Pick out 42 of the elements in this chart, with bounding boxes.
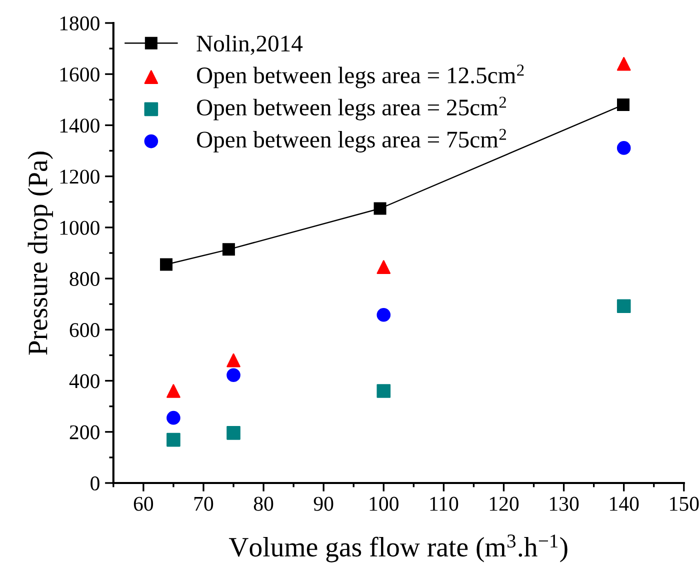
x-tick-label: 150: [670, 496, 699, 511]
point: [616, 98, 630, 112]
x-tick-label: 130: [550, 496, 579, 511]
point: [226, 353, 240, 368]
point: [616, 56, 631, 71]
y-tick-label: 400: [69, 374, 100, 388]
x-tick-label: 110: [430, 496, 458, 511]
point: [160, 258, 172, 271]
x-tick-label: 60: [134, 496, 154, 511]
point: [376, 384, 391, 398]
y-tick-label: 1200: [60, 170, 100, 184]
y-tick-label: 200: [70, 425, 100, 440]
point: [616, 141, 631, 155]
x-tick-label: 140: [610, 496, 639, 511]
x-axis-title: Volume gas flow rate (m$^{3}$.h$^{−1}$): [228, 534, 568, 562]
point: [226, 368, 240, 382]
y-tick-label: 600: [70, 323, 100, 338]
point: [376, 308, 391, 322]
y-tick-label: 1000: [60, 220, 100, 235]
point: [376, 260, 391, 274]
point: [226, 426, 240, 440]
x-tick-label: 80: [254, 496, 274, 511]
x-tick-label: 70: [194, 496, 214, 511]
x-tick-label: 120: [490, 496, 519, 511]
point: [374, 202, 386, 215]
y-tick-label: 1600: [60, 67, 100, 82]
y-tick-label: 1400: [60, 118, 100, 133]
legend-label: Open between legs area = 75cm$^{2}$: [197, 128, 506, 152]
legend-label: Open between legs area = 12.5cm$^{2}$: [197, 64, 524, 88]
point: [616, 299, 631, 314]
y-axis-title: Pressure drop (Pa): [28, 152, 53, 355]
y-tick-label: 0: [90, 476, 100, 490]
y-tick-label: 800: [70, 272, 100, 286]
legend-label: Open between legs area = 25cm$^{2}$: [197, 96, 506, 120]
point: [166, 410, 180, 425]
legend-label: Nolin,2014: [196, 34, 303, 55]
point: [222, 243, 235, 256]
point: [166, 384, 180, 398]
y-tick-label: 1800: [60, 16, 100, 30]
point: [166, 432, 180, 447]
x-tick-label: 90: [314, 496, 334, 511]
x-tick-label: 100: [370, 496, 398, 511]
